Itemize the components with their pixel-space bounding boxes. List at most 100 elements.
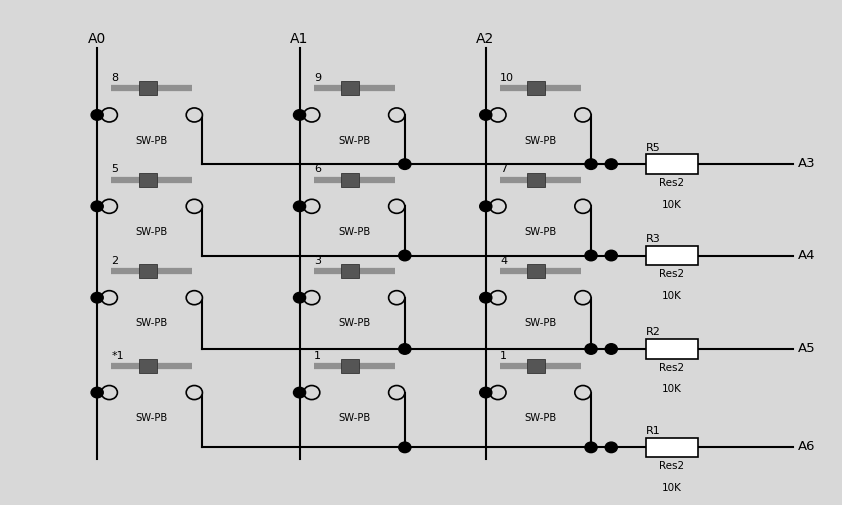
Text: R5: R5 [646,142,660,152]
Circle shape [575,200,591,214]
Circle shape [480,293,492,304]
Circle shape [480,201,492,212]
Circle shape [399,251,411,261]
Circle shape [101,109,117,123]
Circle shape [91,293,104,304]
Circle shape [389,291,405,305]
Bar [527,82,546,96]
Text: SW-PB: SW-PB [338,227,370,236]
Text: SW-PB: SW-PB [136,135,168,145]
Text: A3: A3 [798,157,816,170]
Bar [139,265,157,278]
Bar [646,438,698,458]
Text: *1: *1 [111,350,124,360]
Circle shape [480,387,492,398]
Text: SW-PB: SW-PB [136,413,168,422]
Bar [646,246,698,266]
Bar [341,265,359,278]
Text: 10K: 10K [662,199,682,209]
Bar [527,173,546,187]
Text: 5: 5 [111,164,119,174]
Circle shape [605,251,617,261]
Bar [139,359,157,373]
Text: SW-PB: SW-PB [338,135,370,145]
Text: 4: 4 [500,255,507,265]
Circle shape [294,111,306,121]
Circle shape [304,109,320,123]
Circle shape [101,200,117,214]
Circle shape [490,386,506,400]
Circle shape [186,200,202,214]
Text: Res2: Res2 [659,269,685,279]
Text: SW-PB: SW-PB [525,318,557,328]
Bar [341,359,359,373]
Circle shape [186,291,202,305]
Bar [527,265,546,278]
Circle shape [294,387,306,398]
Text: Res2: Res2 [659,177,685,187]
Bar [646,339,698,359]
Circle shape [605,160,617,170]
Circle shape [304,291,320,305]
Circle shape [585,442,597,453]
Text: A0: A0 [88,32,106,45]
Text: 1: 1 [500,350,507,360]
Circle shape [605,344,617,355]
Circle shape [585,344,597,355]
Text: SW-PB: SW-PB [136,318,168,328]
Circle shape [575,109,591,123]
Text: SW-PB: SW-PB [338,413,370,422]
Circle shape [399,160,411,170]
Text: A4: A4 [798,248,816,261]
Bar [646,155,698,175]
Circle shape [585,160,597,170]
Text: Res2: Res2 [659,362,685,372]
Text: Res2: Res2 [659,460,685,470]
Text: R3: R3 [646,233,660,243]
Text: 2: 2 [111,255,119,265]
Circle shape [294,201,306,212]
Text: 1: 1 [314,350,321,360]
Text: SW-PB: SW-PB [525,413,557,422]
Circle shape [490,291,506,305]
Circle shape [490,200,506,214]
Circle shape [186,386,202,400]
Text: 8: 8 [111,73,119,83]
Circle shape [101,386,117,400]
Circle shape [91,111,104,121]
Circle shape [186,109,202,123]
Text: A6: A6 [798,439,816,452]
Text: 6: 6 [314,164,321,174]
Bar [341,82,359,96]
Circle shape [294,293,306,304]
Text: SW-PB: SW-PB [338,318,370,328]
Circle shape [389,200,405,214]
Bar [527,359,546,373]
Circle shape [399,442,411,453]
Circle shape [399,344,411,355]
Text: 7: 7 [500,164,507,174]
Circle shape [101,291,117,305]
Circle shape [605,442,617,453]
Text: 3: 3 [314,255,321,265]
Circle shape [490,109,506,123]
Bar [139,82,157,96]
Text: 10: 10 [500,73,514,83]
Text: R2: R2 [646,327,660,337]
Circle shape [575,386,591,400]
Circle shape [91,387,104,398]
Circle shape [304,386,320,400]
Bar [341,173,359,187]
Circle shape [389,109,405,123]
Text: A5: A5 [798,341,816,355]
Text: 9: 9 [314,73,321,83]
Text: A1: A1 [290,32,308,45]
Text: 10K: 10K [662,482,682,492]
Circle shape [585,251,597,261]
Text: 10K: 10K [662,384,682,393]
Text: SW-PB: SW-PB [525,135,557,145]
Text: R1: R1 [646,425,660,435]
Text: A2: A2 [476,32,494,45]
Bar [139,173,157,187]
Circle shape [389,386,405,400]
